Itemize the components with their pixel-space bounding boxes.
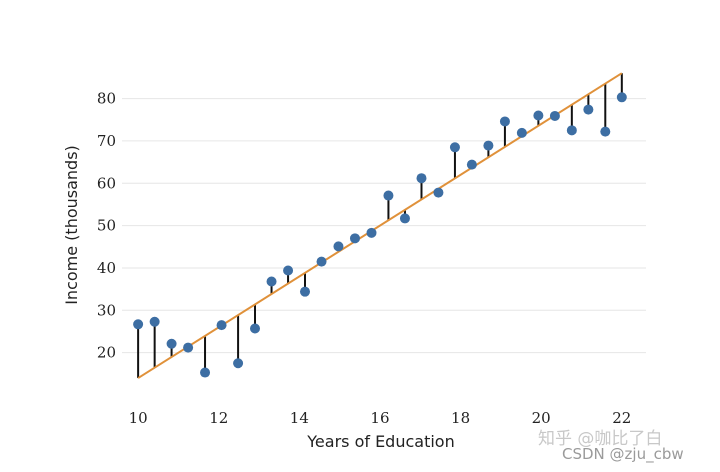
data-point-18 bbox=[416, 173, 427, 184]
data-point-11 bbox=[299, 286, 310, 297]
data-point-28 bbox=[583, 104, 594, 115]
data-point-2 bbox=[149, 316, 160, 327]
data-point-8 bbox=[250, 323, 261, 334]
data-point-12 bbox=[316, 256, 327, 267]
y-tick-label-80: 80 bbox=[97, 90, 116, 108]
data-point-29 bbox=[600, 126, 611, 137]
data-point-4 bbox=[183, 342, 194, 353]
y-tick-label-40: 40 bbox=[97, 259, 116, 277]
y-tick-label-70: 70 bbox=[97, 132, 116, 150]
x-tick-label-20: 20 bbox=[532, 409, 551, 427]
x-tick-label-14: 14 bbox=[290, 409, 309, 427]
y-tick-label-50: 50 bbox=[97, 217, 116, 235]
data-point-16 bbox=[383, 190, 394, 201]
data-point-13 bbox=[333, 241, 344, 252]
tick-labels: 20 30 40 50 60 70 80 10 12 14 16 18 20 22 bbox=[97, 90, 631, 427]
x-axis-label: Years of Education bbox=[306, 432, 454, 451]
data-point-6 bbox=[216, 320, 227, 331]
data-point-24 bbox=[516, 127, 527, 138]
data-point-1 bbox=[133, 319, 144, 330]
data-point-25 bbox=[533, 110, 544, 121]
y-axis-label: Income (thousands) bbox=[62, 145, 81, 305]
x-tick-label-10: 10 bbox=[129, 409, 148, 427]
data-point-3 bbox=[166, 338, 177, 349]
data-point-23 bbox=[499, 116, 510, 127]
data-points bbox=[133, 92, 627, 378]
x-tick-label-16: 16 bbox=[370, 409, 389, 427]
x-tick-label-22: 22 bbox=[612, 409, 631, 427]
watermark-zhihu: 知乎 @咖比了白 bbox=[538, 429, 662, 449]
data-point-5 bbox=[200, 367, 211, 378]
y-tick-label-20: 20 bbox=[97, 344, 116, 362]
x-tick-label-12: 12 bbox=[209, 409, 228, 427]
data-point-9 bbox=[266, 276, 277, 287]
data-point-19 bbox=[433, 187, 444, 198]
data-point-20 bbox=[449, 142, 460, 153]
data-point-21 bbox=[466, 159, 477, 170]
data-point-10 bbox=[283, 265, 294, 276]
watermark-csdn: CSDN @zju_cbw bbox=[562, 445, 684, 464]
data-point-17 bbox=[399, 213, 410, 224]
data-point-22 bbox=[483, 140, 494, 151]
data-point-30 bbox=[616, 92, 627, 103]
y-tick-label-30: 30 bbox=[97, 301, 116, 319]
data-point-27 bbox=[566, 125, 577, 136]
data-point-15 bbox=[366, 227, 377, 238]
x-tick-label-18: 18 bbox=[451, 409, 470, 427]
y-tick-label-60: 60 bbox=[97, 174, 116, 192]
data-point-14 bbox=[349, 233, 360, 244]
data-point-26 bbox=[549, 110, 560, 121]
data-point-7 bbox=[233, 358, 244, 369]
grid-lines bbox=[122, 98, 646, 354]
